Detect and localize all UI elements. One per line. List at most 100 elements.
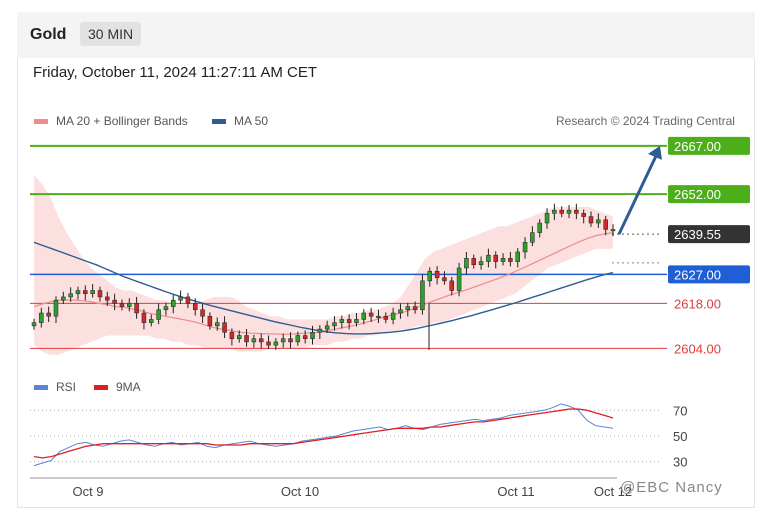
candle-body <box>552 209 557 214</box>
candle-body <box>434 270 440 278</box>
level-label-2618.00: 2618.00 <box>674 296 721 311</box>
candle-body <box>207 315 213 327</box>
candle-body <box>31 322 37 327</box>
candle-body <box>280 338 286 343</box>
candle-body <box>412 306 418 311</box>
candle-body <box>449 280 455 291</box>
candle-body <box>515 251 520 262</box>
watermark: @EBC Nancy <box>620 479 723 496</box>
rsi-tick-label-70: 70 <box>673 403 687 418</box>
level-label-2639.55: 2639.55 <box>674 227 721 242</box>
chart-card <box>17 12 755 508</box>
candle-body <box>178 296 183 301</box>
rsi-tick-label-30: 30 <box>673 455 687 470</box>
ma50-line <box>33 241 614 335</box>
candle-body <box>90 290 95 294</box>
candle-body <box>339 319 345 323</box>
candle-body <box>53 299 59 317</box>
projection-arrow-head <box>648 145 662 160</box>
candle-body <box>200 309 205 317</box>
candle-body <box>105 296 110 301</box>
legend-swatch-rsi <box>34 384 48 390</box>
candle-body <box>46 312 51 317</box>
candle-body <box>112 299 117 304</box>
legend-ma50: MA 50 <box>212 114 268 128</box>
candle-body <box>376 315 381 318</box>
legend-label-rsi: RSI <box>56 380 77 394</box>
legend-label-9ma: 9MA <box>116 380 141 394</box>
rsi-series-RSI <box>33 403 614 467</box>
projection-arrow-shaft <box>617 153 659 235</box>
candle-body <box>332 322 337 327</box>
candle-body <box>478 261 484 266</box>
candle-body <box>581 213 586 217</box>
x-tick-label: Oct 9 <box>72 484 103 499</box>
candle-body <box>574 209 579 214</box>
candle-body <box>119 303 125 307</box>
candle-body <box>596 219 601 224</box>
candle-body <box>346 319 352 323</box>
candle-body <box>486 254 491 262</box>
candle-body <box>544 213 550 224</box>
candle-body <box>464 258 469 269</box>
candle-body <box>149 319 154 323</box>
legend-label-ma20: MA 20 + Bollinger Bands <box>56 114 188 128</box>
level-label-2667.00: 2667.00 <box>674 139 721 154</box>
candle-body <box>493 254 498 262</box>
legend-label-ma50: MA 50 <box>234 114 269 128</box>
level-tag-2652.00 <box>668 185 750 204</box>
candle-body <box>75 290 81 294</box>
candle-body <box>310 332 315 339</box>
candle-body <box>317 328 323 333</box>
candle-body <box>500 258 506 262</box>
candle-body <box>610 229 616 232</box>
candle-body <box>192 303 198 311</box>
level-label-2627.00: 2627.00 <box>674 267 721 282</box>
candle-body <box>156 309 161 320</box>
rsi-series-9MA <box>33 408 614 459</box>
chart-datetime: Friday, October 11, 2024 11:27:11 AM CET <box>33 64 318 81</box>
candle-body <box>390 312 396 320</box>
candle-body <box>398 309 403 314</box>
candle-body <box>405 306 411 311</box>
candle-body <box>222 322 227 333</box>
candle-body <box>251 338 257 343</box>
candle-body <box>171 299 176 307</box>
candle-body <box>566 209 572 214</box>
candle-body <box>236 335 242 339</box>
candle-body <box>361 312 367 320</box>
candle-body <box>324 325 330 330</box>
candle-body <box>39 312 44 323</box>
candle-body <box>97 290 103 298</box>
candle-body <box>383 315 389 320</box>
candle-body <box>61 296 66 301</box>
level-label-2604.00: 2604.00 <box>674 341 721 356</box>
level-label-2652.00: 2652.00 <box>674 187 721 202</box>
legend-9ma: 9MA <box>94 380 141 394</box>
candle-body <box>83 290 88 294</box>
candle-body <box>442 277 447 282</box>
candle-body <box>229 332 235 339</box>
level-tag-2667.00 <box>668 136 750 155</box>
legend-swatch-9ma <box>94 384 108 390</box>
legend-swatch-ma20 <box>34 118 48 124</box>
candle-body <box>266 341 271 346</box>
candle-body <box>420 280 425 311</box>
candle-body <box>127 303 132 307</box>
candle-body <box>302 335 308 339</box>
candle-body <box>537 222 542 233</box>
candle-body <box>214 322 220 327</box>
candle-body <box>603 219 608 230</box>
level-tag-2627.00 <box>668 265 750 284</box>
legend-rsi: RSI <box>34 380 76 394</box>
candle-body <box>522 242 528 253</box>
rsi-tick-label-50: 50 <box>673 429 687 444</box>
bollinger-band-area <box>34 174 613 355</box>
candle-body <box>456 267 462 291</box>
candle-body <box>295 335 301 343</box>
legend-ma20-bollinger: MA 20 + Bollinger Bands <box>34 114 188 128</box>
timeframe-badge[interactable]: 30 MIN <box>80 22 142 46</box>
candle-body <box>588 216 594 224</box>
candle-body <box>163 306 169 311</box>
